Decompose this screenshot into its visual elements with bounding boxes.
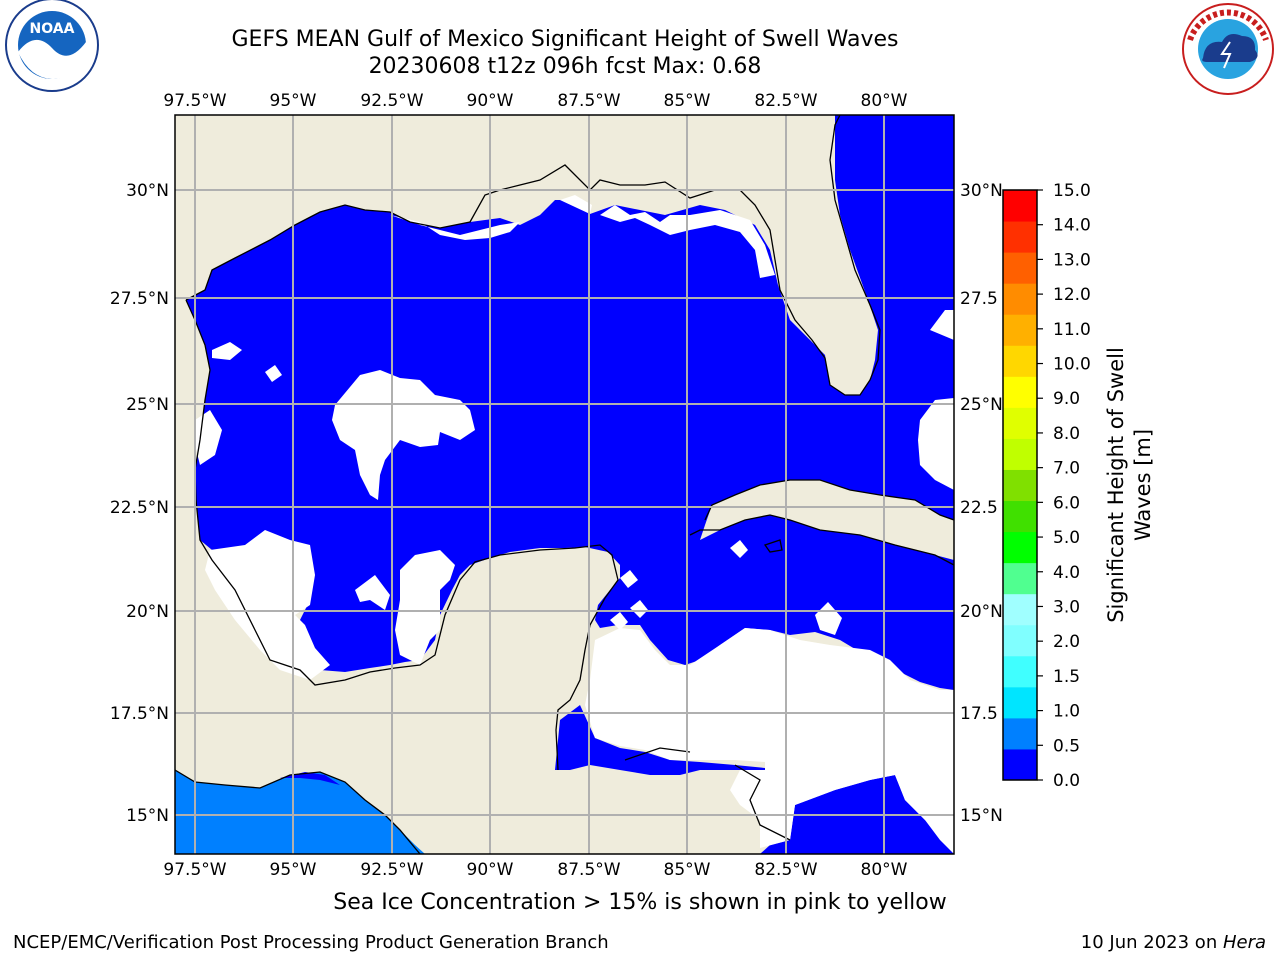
colorbar-segment — [1003, 624, 1037, 657]
colorbar-tick-label: 1.0 — [1053, 702, 1080, 722]
lat-labels-right: 30°N 27.5 25°N 22.5 20°N 17.5 15°N — [960, 181, 1003, 826]
colorbar-segment — [1003, 500, 1037, 533]
lon-label: 80°W — [861, 91, 908, 111]
colorbar-segment — [1003, 686, 1037, 719]
colorbar-segment — [1003, 469, 1037, 502]
colorbar-tick-label: 15.0 — [1053, 181, 1091, 201]
sea-ice-note: Sea Ice Concentration > 15% is shown in … — [333, 890, 947, 915]
colorbar-ticks: 15.0 14.0 13.0 12.0 11.0 10.0 9.0 8.0 7.0 6.0 5.0 4… — [1037, 181, 1091, 791]
colorbar-label-line2: Waves [m] — [1131, 429, 1155, 541]
colorbar-tick-label: 0.0 — [1053, 771, 1080, 791]
colorbar-segment — [1003, 252, 1037, 284]
lon-label: 80°W — [861, 860, 908, 880]
lon-label: 82.5°W — [754, 860, 817, 880]
lon-labels-bottom: 97.5°W 95°W 92.5°W 90°W 87.5°W 85°W 82.5… — [163, 860, 907, 880]
colorbar-tick-label: 4.0 — [1053, 563, 1080, 583]
chart-subtitle: 20230608 t12z 096h fcst Max: 0.68 — [368, 54, 762, 79]
credit-date: 10 Jun 2023 on — [1080, 932, 1223, 953]
lat-labels-left: 30°N 27.5°N 25°N 22.5°N 20°N 17.5°N 15°N — [110, 181, 169, 826]
colorbar-segment — [1003, 438, 1037, 470]
colorbar-segment — [1003, 376, 1037, 408]
colorbar-segment — [1003, 748, 1037, 781]
lon-label: 85°W — [664, 860, 711, 880]
lon-label: 90°W — [467, 91, 514, 111]
no-data-patches — [195, 195, 954, 854]
colorbar-tick-label: 13.0 — [1053, 250, 1091, 270]
colorbar-tick-label: 0.5 — [1053, 736, 1080, 756]
colorbar-label-line1: Significant Height of Swell — [1104, 347, 1128, 623]
credit-host: Hera — [1222, 932, 1266, 953]
lon-label: 90°W — [467, 860, 514, 880]
lon-label: 95°W — [270, 860, 317, 880]
lat-label: 30°N — [960, 181, 1003, 201]
lat-label: 25°N — [960, 395, 1003, 415]
colorbar-tick-label: 7.0 — [1053, 459, 1080, 479]
colorbar-tick-label: 10.0 — [1053, 355, 1091, 375]
lat-label: 22.5°N — [110, 498, 169, 518]
noaa-logo: NOAA — [5, 0, 99, 92]
lat-label: 15°N — [126, 806, 169, 826]
lat-label: 20°N — [126, 602, 169, 622]
map-area — [175, 115, 954, 854]
lon-labels-top: 97.5°W 95°W 92.5°W 90°W 87.5°W 85°W 82.5… — [163, 91, 907, 111]
colorbar-tick-label: 12.0 — [1053, 285, 1091, 305]
lon-label: 92.5°W — [360, 91, 423, 111]
credit-left: NCEP/EMC/Verification Post Processing Pr… — [13, 932, 609, 953]
chart-title: GEFS MEAN Gulf of Mexico Significant Hei… — [231, 27, 899, 52]
colorbar-tick-label: 8.0 — [1053, 424, 1080, 444]
colorbar-segment — [1003, 314, 1037, 346]
map-frame — [174, 114, 955, 855]
graticule — [175, 115, 954, 854]
colorbar-tick-label: 2.0 — [1053, 632, 1080, 652]
colorbar-tick-label: 11.0 — [1053, 320, 1091, 340]
colorbar-tick-label: 9.0 — [1053, 389, 1080, 409]
lon-label: 97.5°W — [163, 860, 226, 880]
lat-label: 30°N — [126, 181, 169, 201]
lon-label: 95°W — [270, 91, 317, 111]
colorbar-tick-label: 6.0 — [1053, 493, 1080, 513]
lon-label: 87.5°W — [557, 860, 620, 880]
lat-label: 22.5 — [960, 498, 998, 518]
lat-label: 27.5 — [960, 289, 998, 309]
colorbar-segment — [1003, 407, 1037, 439]
lat-label: 17.5°N — [110, 704, 169, 724]
colorbar-segment — [1003, 562, 1037, 595]
lon-label: 87.5°W — [557, 91, 620, 111]
colorbar-segment — [1003, 593, 1037, 626]
caribbean-swell-field — [555, 705, 765, 775]
colorbar-segment — [1003, 283, 1037, 315]
lat-label: 17.5 — [960, 704, 998, 724]
nws-logo — [1182, 3, 1274, 95]
pacific-deep-strip — [280, 772, 340, 785]
colorbar-segment — [1003, 345, 1037, 377]
colorbar-tick-label: 1.5 — [1053, 667, 1080, 687]
lat-label: 20°N — [960, 602, 1003, 622]
colorbar-frame — [1002, 189, 1038, 781]
colorbar-tick-label: 3.0 — [1053, 597, 1080, 617]
colorbar-segment — [1003, 221, 1037, 253]
colorbar-segment — [1003, 655, 1037, 688]
colorbar-segment — [1003, 190, 1037, 222]
lon-label: 82.5°W — [754, 91, 817, 111]
colorbar-segment — [1003, 531, 1037, 564]
lat-label: 15°N — [960, 806, 1003, 826]
lon-label: 85°W — [664, 91, 711, 111]
lat-label: 25°N — [126, 395, 169, 415]
credit-right: 10 Jun 2023 on Hera — [1081, 932, 1266, 953]
lon-label: 92.5°W — [360, 860, 423, 880]
lon-label: 97.5°W — [163, 91, 226, 111]
colorbar-segment — [1003, 717, 1037, 750]
noaa-logo-text: NOAA — [30, 21, 75, 37]
colorbar-tick-label: 5.0 — [1053, 528, 1080, 548]
colorbar — [1002, 189, 1038, 781]
lat-label: 27.5°N — [110, 289, 169, 309]
colorbar-tick-label: 14.0 — [1053, 216, 1091, 236]
pacific-swell-field — [175, 770, 425, 854]
